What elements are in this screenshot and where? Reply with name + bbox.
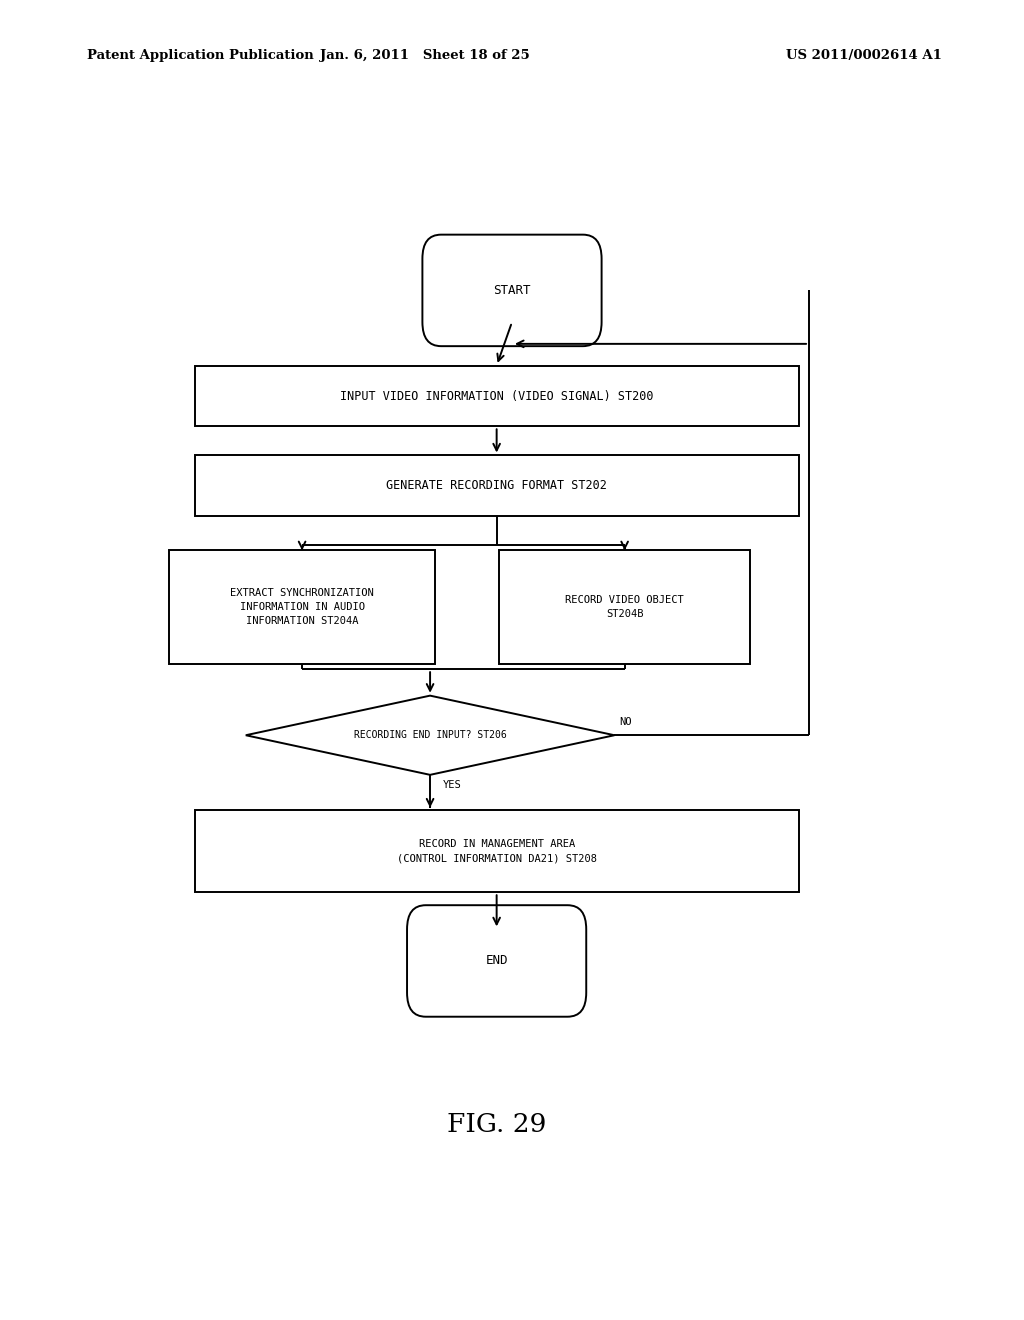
Text: Jan. 6, 2011   Sheet 18 of 25: Jan. 6, 2011 Sheet 18 of 25 xyxy=(321,49,529,62)
Text: GENERATE RECORDING FORMAT ST202: GENERATE RECORDING FORMAT ST202 xyxy=(386,479,607,492)
Text: NO: NO xyxy=(620,717,632,727)
Bar xyxy=(169,550,435,664)
Text: RECORD IN MANAGEMENT AREA
(CONTROL INFORMATION DA21) ST208: RECORD IN MANAGEMENT AREA (CONTROL INFOR… xyxy=(396,840,597,863)
Text: RECORDING END INPUT? ST206: RECORDING END INPUT? ST206 xyxy=(353,730,507,741)
Polygon shape xyxy=(246,696,614,775)
Text: US 2011/0002614 A1: US 2011/0002614 A1 xyxy=(786,49,942,62)
FancyBboxPatch shape xyxy=(407,906,586,1016)
Text: END: END xyxy=(485,954,508,968)
Bar xyxy=(195,455,799,516)
Bar xyxy=(500,550,750,664)
Text: START: START xyxy=(494,284,530,297)
Text: YES: YES xyxy=(442,780,461,791)
Text: EXTRACT SYNCHRONIZATION
INFORMATION IN AUDIO
INFORMATION ST204A: EXTRACT SYNCHRONIZATION INFORMATION IN A… xyxy=(230,589,374,626)
Text: FIG. 29: FIG. 29 xyxy=(446,1113,547,1137)
Text: RECORD VIDEO OBJECT
ST204B: RECORD VIDEO OBJECT ST204B xyxy=(565,595,684,619)
Bar xyxy=(195,366,799,426)
FancyBboxPatch shape xyxy=(422,235,601,346)
Text: Patent Application Publication: Patent Application Publication xyxy=(87,49,313,62)
Text: INPUT VIDEO INFORMATION (VIDEO SIGNAL) ST200: INPUT VIDEO INFORMATION (VIDEO SIGNAL) S… xyxy=(340,389,653,403)
Bar xyxy=(195,810,799,892)
